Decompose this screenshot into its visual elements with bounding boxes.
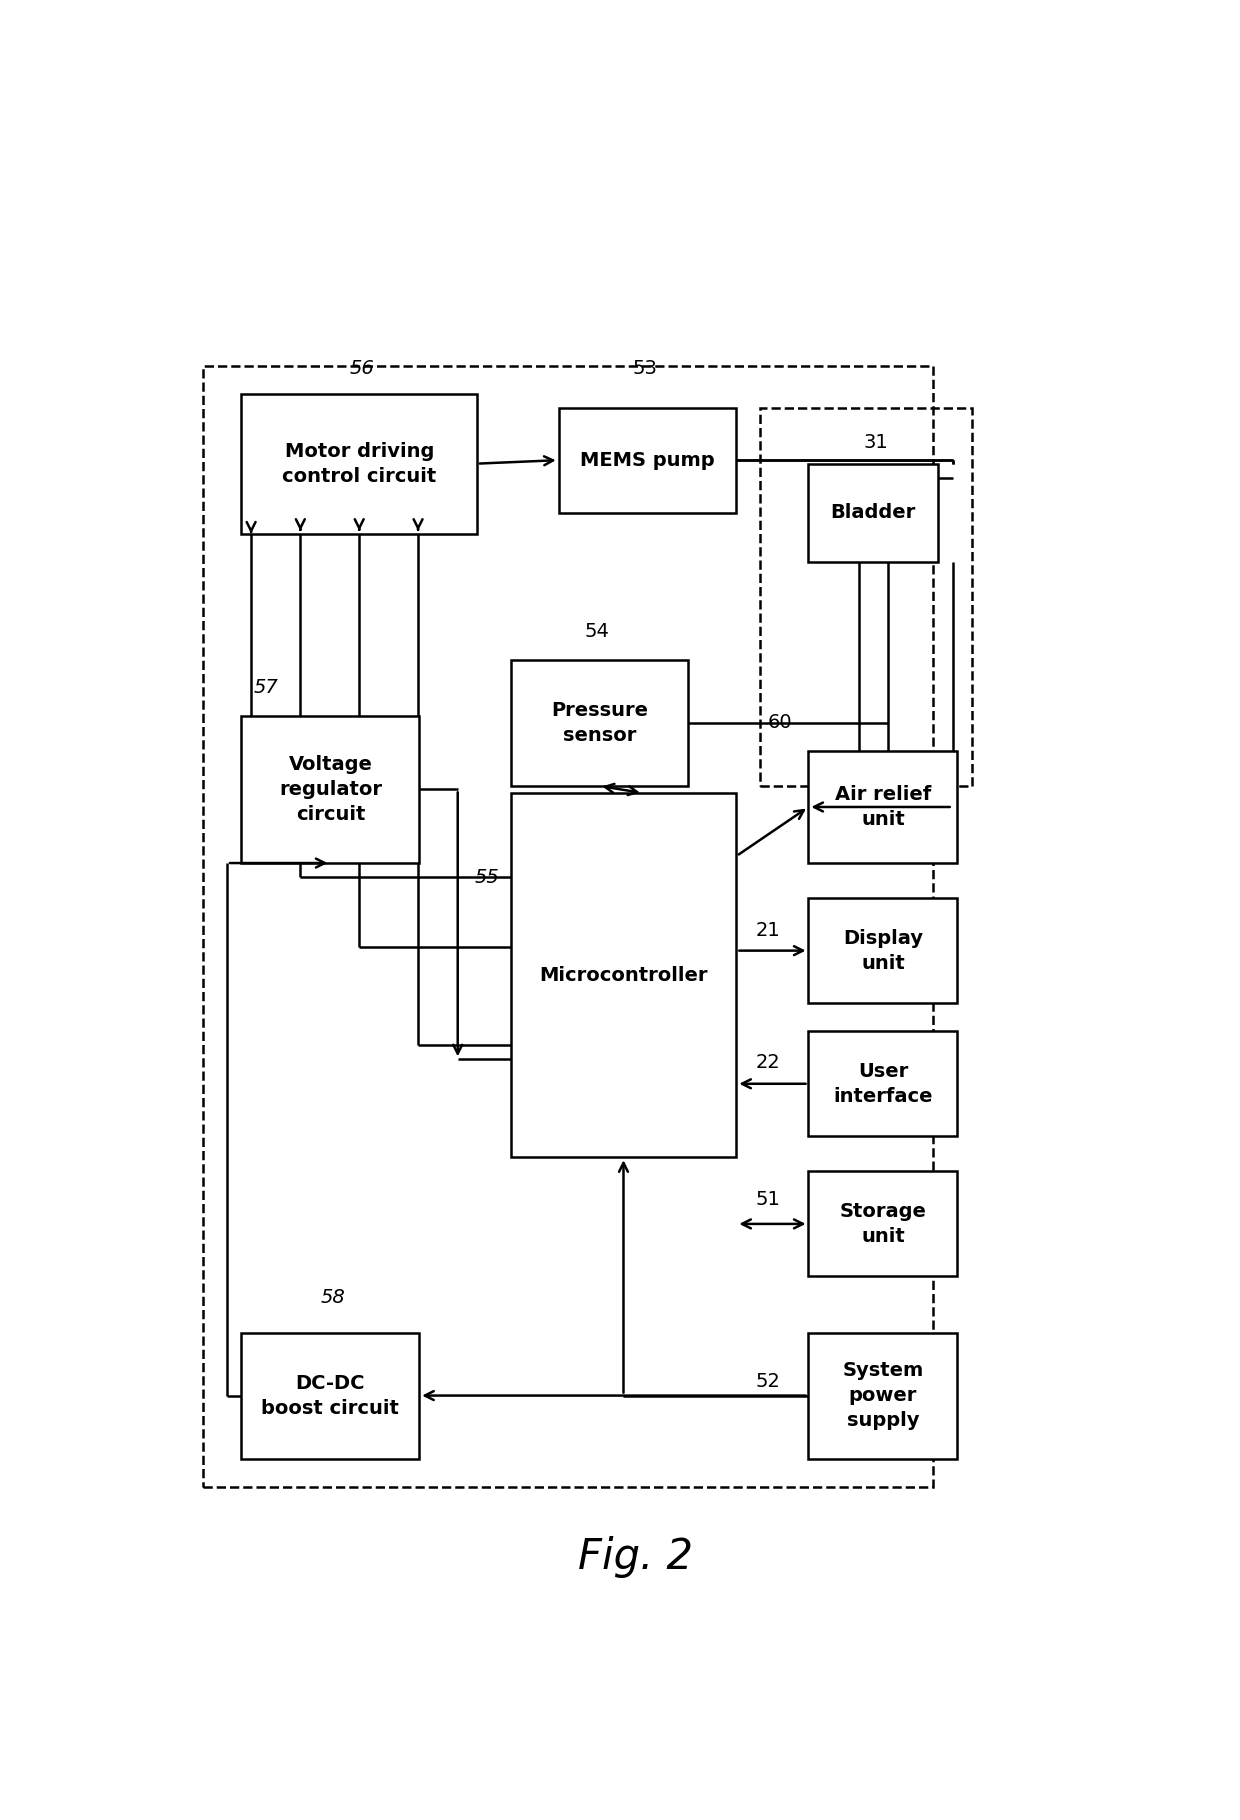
FancyBboxPatch shape [242, 1332, 419, 1458]
Text: MEMS pump: MEMS pump [580, 451, 714, 470]
Text: Air relief
unit: Air relief unit [835, 784, 931, 828]
Text: 55: 55 [474, 868, 498, 886]
FancyBboxPatch shape [808, 897, 957, 1003]
Text: 53: 53 [632, 359, 657, 379]
FancyBboxPatch shape [511, 794, 737, 1158]
FancyBboxPatch shape [242, 715, 419, 863]
Text: Motor driving
control circuit: Motor driving control circuit [281, 442, 436, 486]
Text: 54: 54 [584, 622, 610, 641]
Text: 57: 57 [253, 679, 278, 697]
Text: System
power
supply: System power supply [842, 1361, 924, 1431]
Text: 56: 56 [350, 359, 374, 379]
Text: User
interface: User interface [833, 1061, 932, 1107]
Text: 60: 60 [768, 713, 792, 732]
Text: Fig. 2: Fig. 2 [578, 1536, 693, 1578]
Text: Display
unit: Display unit [843, 928, 923, 972]
FancyBboxPatch shape [808, 752, 957, 863]
Text: 22: 22 [755, 1052, 780, 1072]
Text: DC-DC
boost circuit: DC-DC boost circuit [262, 1374, 399, 1418]
FancyBboxPatch shape [558, 408, 737, 513]
FancyBboxPatch shape [808, 1032, 957, 1136]
Text: 21: 21 [755, 921, 780, 939]
Text: Pressure
sensor: Pressure sensor [551, 701, 649, 744]
FancyBboxPatch shape [808, 1172, 957, 1276]
Text: Voltage
regulator
circuit: Voltage regulator circuit [279, 755, 382, 824]
FancyBboxPatch shape [242, 393, 477, 533]
FancyBboxPatch shape [808, 1332, 957, 1458]
Text: 31: 31 [863, 433, 888, 451]
Text: 51: 51 [755, 1190, 780, 1208]
Text: Bladder: Bladder [831, 502, 916, 522]
Text: 52: 52 [755, 1372, 780, 1390]
Text: Microcontroller: Microcontroller [539, 966, 708, 985]
FancyBboxPatch shape [808, 464, 939, 562]
Text: 58: 58 [320, 1289, 345, 1307]
FancyBboxPatch shape [511, 661, 688, 786]
Text: Storage
unit: Storage unit [839, 1201, 926, 1247]
